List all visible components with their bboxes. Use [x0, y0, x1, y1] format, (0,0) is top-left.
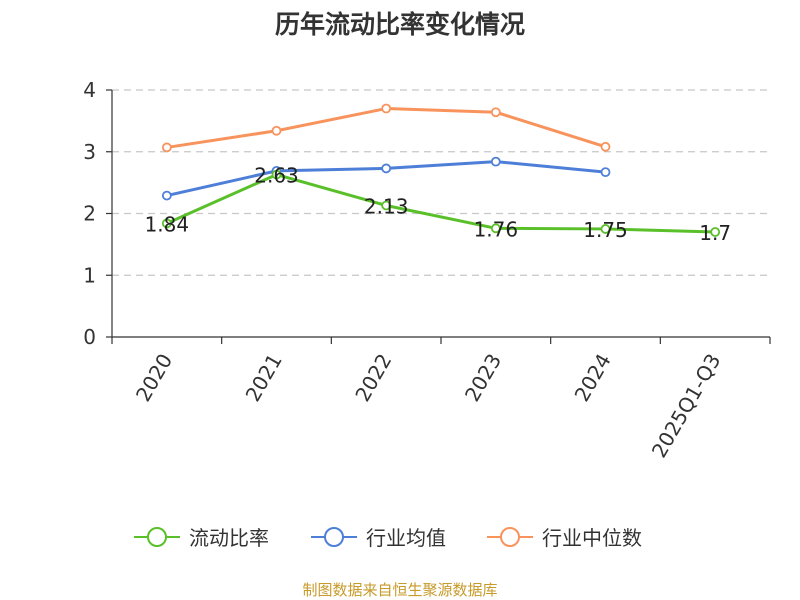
data-point[interactable] [271, 125, 282, 136]
data-point[interactable] [381, 103, 392, 114]
data-point[interactable] [490, 223, 501, 234]
data-point[interactable] [600, 141, 611, 152]
y-tick-label: 0 [83, 325, 96, 349]
legend-item[interactable]: 行业均值 [311, 526, 446, 550]
x-tick-label: 2023 [460, 350, 506, 406]
data-point[interactable] [161, 142, 172, 153]
x-tick-label: 2020 [131, 350, 177, 406]
data-label: 1.75 [583, 218, 628, 242]
y-tick-label: 2 [83, 202, 96, 226]
data-point[interactable] [710, 227, 721, 237]
data-point[interactable] [161, 218, 172, 229]
data-point[interactable] [381, 200, 392, 211]
x-tick-label: 2024 [570, 350, 616, 406]
data-label: 1.76 [474, 217, 519, 241]
data-label: 2.63 [254, 164, 299, 188]
data-label: 2.13 [364, 194, 409, 218]
legend-marker-icon [324, 527, 344, 547]
data-label: 1.84 [145, 212, 190, 236]
data-point[interactable] [490, 107, 501, 118]
y-tick-label: 1 [83, 263, 96, 287]
legend-label: 流动比率 [189, 526, 269, 550]
data-label: 1.7 [699, 221, 731, 245]
legend-item[interactable]: 行业中位数 [487, 526, 642, 550]
data-source-note: 制图数据来自恒生聚源数据库 [302, 581, 497, 599]
data-point[interactable] [600, 224, 611, 234]
data-point[interactable] [381, 163, 392, 174]
chart-title: 历年流动比率变化情况 [275, 10, 525, 39]
data-point[interactable] [161, 190, 172, 201]
legend-label: 行业均值 [366, 526, 446, 550]
data-point[interactable] [490, 156, 501, 167]
x-tick-label: 2021 [241, 350, 287, 406]
series-line [166, 173, 716, 234]
y-tick-label: 3 [83, 140, 96, 164]
series-line [166, 107, 606, 149]
data-point[interactable] [271, 169, 282, 180]
data-point[interactable] [600, 167, 611, 178]
legend-item[interactable]: 流动比率 [134, 526, 269, 550]
legend-label: 行业中位数 [542, 526, 642, 550]
legend-marker-icon [147, 527, 167, 547]
x-tick-label: 2022 [350, 350, 396, 406]
y-tick-label: 4 [83, 78, 96, 102]
x-tick-label: 2025Q1-Q3 [647, 350, 726, 462]
legend-marker-icon [500, 527, 520, 547]
